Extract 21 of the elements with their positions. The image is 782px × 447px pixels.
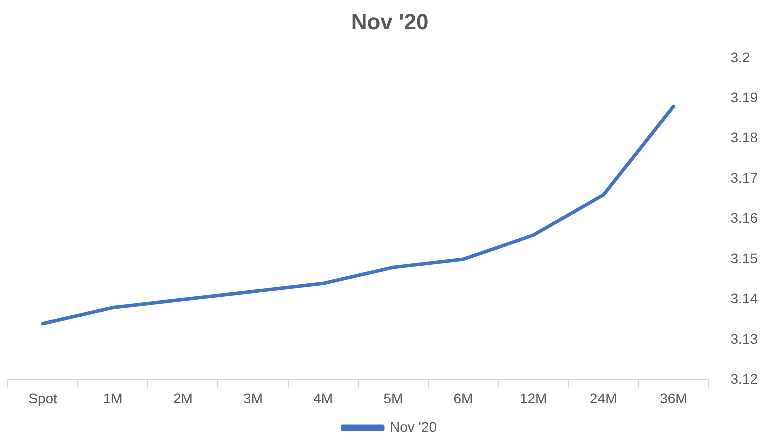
y-tick-label: 3.2: [730, 49, 750, 66]
x-tick-label: 3M: [244, 390, 263, 406]
y-tick-label: 3.16: [730, 210, 758, 226]
x-tick-label: 12M: [520, 390, 548, 406]
legend-label: Nov '20: [390, 418, 438, 435]
x-tick-label: 5M: [384, 390, 404, 406]
x-tick-label: 4M: [314, 390, 334, 406]
y-tick-label: 3.17: [730, 170, 758, 186]
x-tick-label: 2M: [173, 390, 193, 406]
y-tick-label: 3.15: [730, 250, 758, 266]
y-tick-label: 3.14: [730, 290, 758, 307]
y-tick-label: 3.13: [730, 330, 758, 347]
x-tick-label: 24M: [590, 390, 618, 406]
x-tick-label: 1M: [103, 390, 123, 406]
y-tick-label: 3.12: [730, 371, 758, 388]
x-tick-label: 36M: [660, 390, 688, 406]
y-tick-label: 3.19: [730, 89, 758, 106]
x-tick-label: Spot: [28, 390, 58, 406]
y-tick-label: 3.18: [730, 130, 758, 146]
x-tick-label: 6M: [454, 390, 474, 406]
chart-title: Nov '20: [351, 9, 429, 34]
